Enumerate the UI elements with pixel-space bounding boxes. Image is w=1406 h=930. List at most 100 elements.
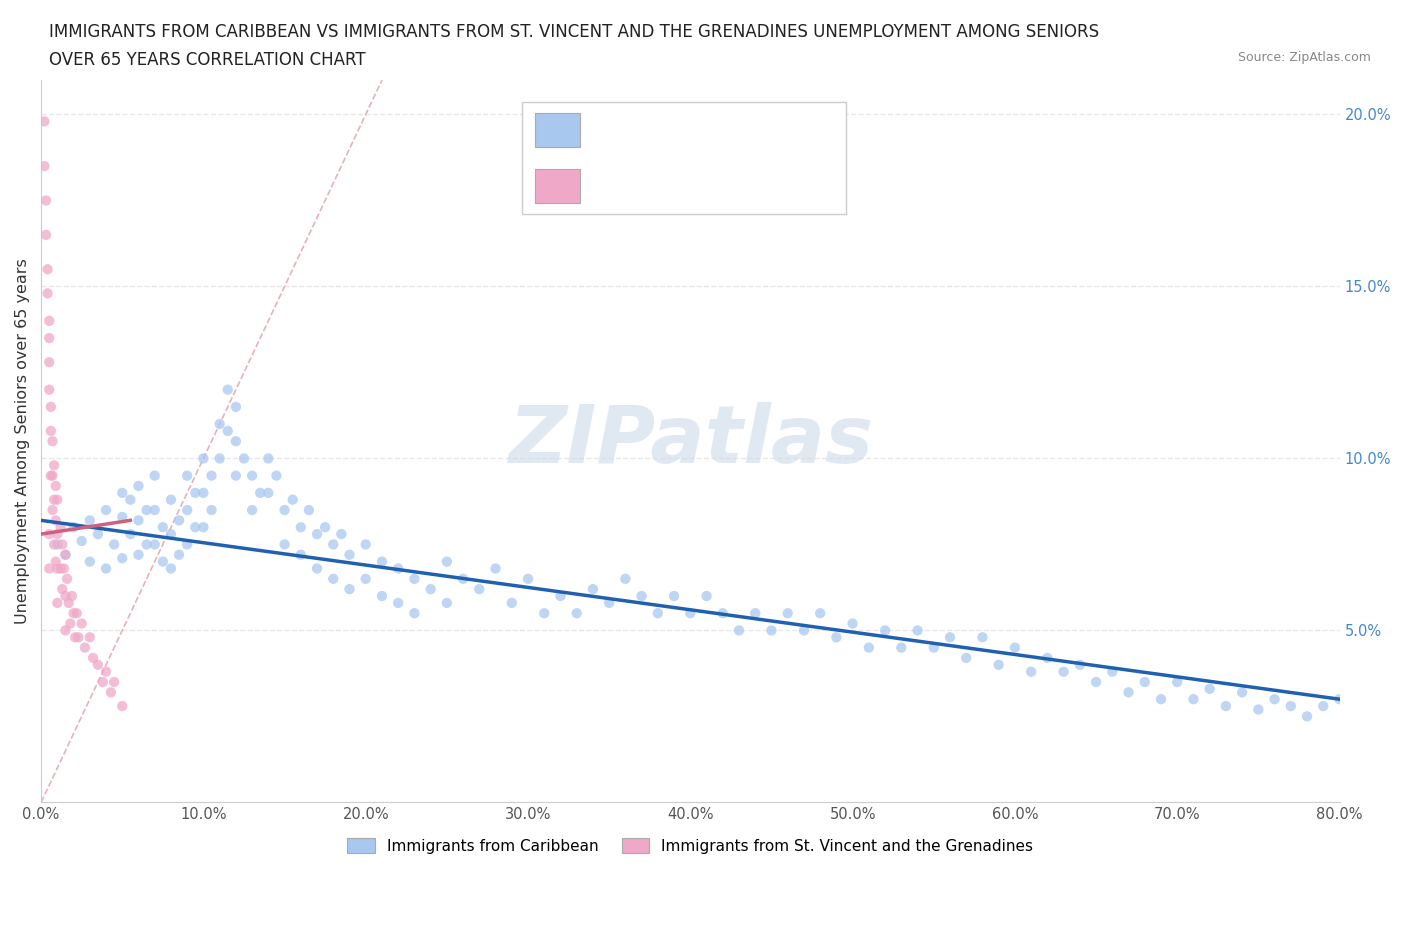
Point [58,595,80,610]
Point [38,561,60,576]
Point [630,589,652,604]
Point [37,286,59,300]
Point [111,510,134,525]
Point [35,193,58,208]
Point [273,537,295,551]
Point [79,513,101,528]
Point [776,605,799,620]
Point [1198,682,1220,697]
Point [91,674,114,689]
Point [305,526,328,541]
Point [67,630,90,644]
Point [60,589,83,604]
Point [1101,664,1123,679]
Text: IMMIGRANTS FROM CARIBBEAN VS IMMIGRANTS FROM ST. VINCENT AND THE GRENADINES UNEM: IMMIGRANTS FROM CARIBBEAN VS IMMIGRANTS … [49,23,1099,41]
Point [451,571,474,586]
Point [1182,692,1205,707]
Point [55,548,77,563]
Point [290,520,312,535]
Point [38,354,60,369]
Point [217,382,239,397]
Point [1329,692,1351,707]
Point [354,571,377,586]
Point [87,658,110,672]
Point [41,468,63,483]
Point [111,485,134,500]
Point [679,605,702,620]
Point [128,548,150,563]
Point [330,526,353,541]
Point [46,537,69,551]
Point [56,571,79,586]
Point [193,485,215,500]
Point [52,561,75,576]
Point [436,595,458,610]
Point [39,423,62,438]
Point [38,382,60,397]
Point [305,561,328,576]
Point [582,581,605,596]
Point [249,485,271,500]
Point [111,698,134,713]
Point [152,554,174,569]
Point [46,595,69,610]
Point [70,534,93,549]
Point [160,492,183,507]
Point [49,520,72,535]
Point [517,571,540,586]
Point [55,548,77,563]
Point [135,537,157,551]
Point [38,313,60,328]
Point [193,451,215,466]
Point [468,581,491,596]
Point [1215,698,1237,713]
Point [38,331,60,346]
Point [94,561,117,576]
Point [94,664,117,679]
Point [55,623,77,638]
Point [371,589,394,604]
Point [1004,640,1026,655]
Point [208,451,231,466]
Point [143,502,166,517]
Point [1069,658,1091,672]
Point [354,537,377,551]
Point [41,502,63,517]
Point [200,468,222,483]
Point [322,571,344,586]
Point [38,526,60,541]
Point [907,623,929,638]
Point [42,537,65,551]
Point [761,623,783,638]
Point [100,684,122,699]
Point [728,623,751,638]
Point [1052,664,1074,679]
Point [160,526,183,541]
Point [103,674,125,689]
Point [143,537,166,551]
Point [404,571,426,586]
Point [1150,692,1173,707]
Text: ZIPatlas: ZIPatlas [508,403,873,480]
Point [387,595,409,610]
Point [266,468,288,483]
Point [1296,709,1319,724]
Point [1264,692,1286,707]
Point [128,479,150,494]
Point [711,605,734,620]
Point [298,502,321,517]
Point [939,630,962,644]
Point [1230,684,1253,699]
Point [152,520,174,535]
Y-axis label: Unemployment Among Seniors over 65 years: Unemployment Among Seniors over 65 years [15,259,30,624]
Point [34,159,56,174]
Point [240,468,263,483]
Point [79,554,101,569]
Point [290,548,312,563]
Point [987,658,1010,672]
Point [339,581,361,596]
Point [66,605,89,620]
Point [890,640,912,655]
Point [825,630,848,644]
Point [565,605,588,620]
